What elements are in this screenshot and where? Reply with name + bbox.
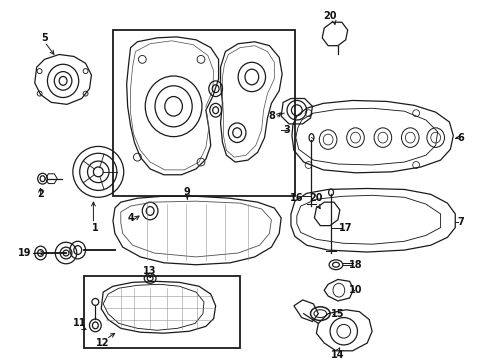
Text: 4: 4 <box>127 213 134 223</box>
Text: 13: 13 <box>143 266 157 276</box>
Bar <box>83 276 240 348</box>
Text: 20: 20 <box>309 193 323 203</box>
Text: 5: 5 <box>41 33 48 43</box>
Text: 16: 16 <box>289 193 303 203</box>
Text: 19: 19 <box>18 248 32 258</box>
Text: 1: 1 <box>92 222 99 233</box>
Bar <box>113 30 294 196</box>
Text: 11: 11 <box>73 319 86 328</box>
Text: 8: 8 <box>267 111 274 121</box>
Text: 9: 9 <box>183 187 190 197</box>
Text: 18: 18 <box>348 260 362 270</box>
Text: 3: 3 <box>283 125 290 135</box>
Text: 14: 14 <box>330 350 344 360</box>
Text: 7: 7 <box>457 217 464 227</box>
Text: 20: 20 <box>323 12 336 21</box>
Text: 2: 2 <box>37 189 44 199</box>
Text: 6: 6 <box>457 132 464 143</box>
Text: 10: 10 <box>348 285 362 295</box>
Text: 17: 17 <box>338 222 352 233</box>
Text: 15: 15 <box>330 309 344 319</box>
Text: 12: 12 <box>96 338 110 348</box>
